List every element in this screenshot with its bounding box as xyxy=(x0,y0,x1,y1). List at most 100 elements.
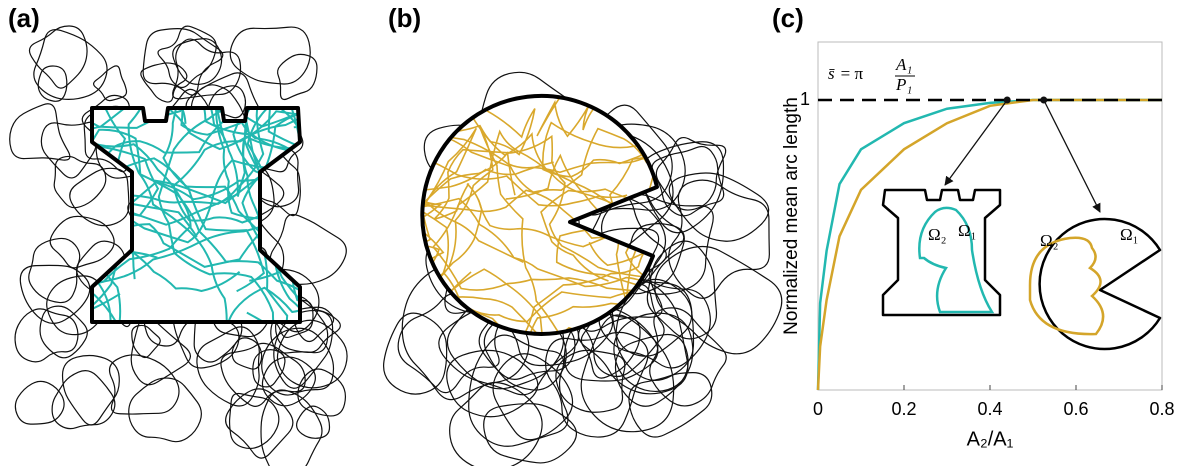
inset-label: Ω₁ xyxy=(1120,225,1139,244)
trajectory xyxy=(427,98,657,334)
trajectory xyxy=(231,337,263,370)
x-tick-label: 0.2 xyxy=(891,399,916,419)
trajectory xyxy=(383,312,448,395)
trajectory xyxy=(61,354,120,426)
trajectory xyxy=(492,353,574,441)
trajectory xyxy=(128,377,202,443)
annotation: s̄ = π xyxy=(828,64,863,83)
inset-label: Ω₁ xyxy=(958,221,977,240)
trajectory xyxy=(468,334,569,447)
trajectory xyxy=(19,264,91,324)
trajectory xyxy=(261,356,316,407)
trajectory xyxy=(14,380,65,425)
trajectory xyxy=(422,197,657,334)
trajectory xyxy=(646,240,718,340)
trajectory xyxy=(563,307,659,382)
trajectory xyxy=(172,38,223,85)
marker xyxy=(1040,96,1048,104)
trajectory xyxy=(46,275,106,336)
trajectory xyxy=(270,296,329,354)
trajectory xyxy=(433,131,657,334)
annotation-num: A₁ xyxy=(895,55,912,74)
trajectory xyxy=(28,237,81,304)
trajectory xyxy=(157,25,217,89)
panel-label: (a) xyxy=(8,3,40,33)
trajectory xyxy=(423,127,657,334)
trajectory xyxy=(229,26,311,85)
trajectory xyxy=(296,405,331,439)
trajectory xyxy=(33,29,108,100)
inset-inner xyxy=(918,206,995,314)
marker xyxy=(1003,96,1011,104)
trajectory xyxy=(614,333,689,407)
x-tick-label: 0.6 xyxy=(1063,399,1088,419)
trajectory xyxy=(580,314,675,433)
trajectory xyxy=(40,121,100,179)
arrow xyxy=(944,99,1008,186)
arrow xyxy=(1043,99,1101,213)
trajectory xyxy=(53,155,107,209)
trajectory xyxy=(108,354,180,415)
trajectory xyxy=(14,308,79,363)
trajectory xyxy=(483,403,577,464)
trajectory xyxy=(130,316,192,386)
trajectory xyxy=(37,65,68,102)
trajectory xyxy=(628,372,713,438)
trajectory xyxy=(225,388,294,459)
trajectory xyxy=(649,307,727,407)
trajectory xyxy=(246,108,300,322)
trajectory xyxy=(580,311,641,379)
trajectory xyxy=(544,331,649,438)
trajectory xyxy=(297,368,347,417)
annotation-part: = π xyxy=(841,64,864,83)
trajectory xyxy=(69,167,130,227)
trajectory xyxy=(654,245,783,355)
trajectory xyxy=(131,324,161,359)
trajectory xyxy=(276,53,318,101)
trajectory xyxy=(598,278,711,369)
annotation-part: s̄ xyxy=(828,64,835,83)
trajectory xyxy=(555,349,626,413)
panel-label: (c) xyxy=(772,3,804,33)
trajectory xyxy=(273,309,334,389)
y-axis-label: Normalized mean arc length xyxy=(781,97,802,335)
trajectory xyxy=(228,392,280,450)
panel-b xyxy=(383,71,783,471)
chart: 0 0.2 0.4 0.6 0.8 1 A₂/A₁ Normalized mean arc l… xyxy=(781,41,1175,450)
trajectory xyxy=(93,65,128,102)
trajectory xyxy=(92,108,300,290)
inset-outer xyxy=(881,188,1002,317)
trajectory xyxy=(432,129,657,323)
trajectory xyxy=(422,125,607,334)
trajectory xyxy=(51,369,116,430)
trajectory xyxy=(276,319,348,389)
trajectory xyxy=(446,349,539,418)
panel-label: (b) xyxy=(388,3,421,33)
trajectory xyxy=(9,103,71,161)
y-tick-label: 1 xyxy=(800,89,810,109)
trajectory xyxy=(49,215,115,269)
trajectory xyxy=(655,136,727,211)
trajectory xyxy=(92,108,192,286)
trajectory xyxy=(140,62,188,103)
trajectory xyxy=(668,172,770,242)
x-tick-label: 0.8 xyxy=(1149,399,1174,419)
trajectory xyxy=(260,389,323,471)
trajectory xyxy=(422,151,516,334)
trajectory xyxy=(39,305,88,359)
trajectory xyxy=(92,108,300,322)
x-axis-label: A₂/A₁ xyxy=(967,428,1014,450)
trajectory xyxy=(92,108,300,322)
x-tick-label: 0.4 xyxy=(977,399,1002,419)
trajectory xyxy=(293,306,335,343)
trajectory xyxy=(92,108,300,322)
trajectory xyxy=(172,38,242,100)
inset-label: Ω₂ xyxy=(1040,231,1059,250)
annotation-den: P₁ xyxy=(895,75,912,94)
inset-inner xyxy=(1028,236,1105,336)
inset-label: Ω₂ xyxy=(928,225,947,244)
panel-a xyxy=(9,25,348,471)
x-tick-label: 0 xyxy=(813,399,823,419)
trajectory xyxy=(28,25,88,89)
